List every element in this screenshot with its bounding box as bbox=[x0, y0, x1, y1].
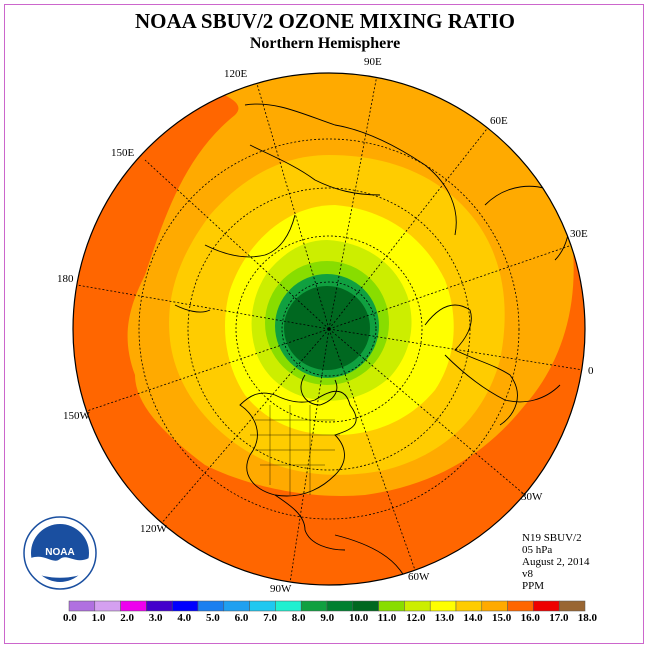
colorbar-swatch bbox=[352, 600, 379, 612]
colorbar-tick-label: 17.0 bbox=[549, 612, 569, 624]
colorbar-swatch bbox=[275, 600, 302, 612]
lon-label-90w: 90W bbox=[270, 583, 292, 595]
colorbar-swatch bbox=[378, 600, 405, 612]
latitude-circles bbox=[138, 138, 520, 520]
lon-label-90e: 90E bbox=[364, 56, 382, 68]
colorbar-swatch bbox=[481, 600, 508, 612]
info-satellite: N19 SBUV/2 bbox=[522, 532, 582, 544]
noaa-logo-text: NOAA bbox=[45, 547, 74, 558]
ozone-map-figure: NOAA SBUV/2 OZONE MIXING RATIO Northern … bbox=[4, 4, 644, 644]
colorbar-tick-label: 1.0 bbox=[91, 612, 106, 624]
map-boundary bbox=[72, 72, 586, 586]
colorbar-swatch bbox=[429, 600, 457, 612]
colorbar bbox=[68, 600, 586, 612]
polar-map: NOAA bbox=[23, 72, 586, 612]
lon-label-0: 0 bbox=[588, 365, 594, 377]
colorbar-tick-label: 0.0 bbox=[63, 612, 77, 624]
colorbar-tick-label: 9.0 bbox=[320, 612, 335, 624]
lon-label-180: 180 bbox=[57, 273, 74, 285]
colorbar-swatch bbox=[249, 600, 276, 612]
lon-label-30e: 30E bbox=[570, 228, 588, 240]
lon-label-60w: 60W bbox=[408, 571, 430, 583]
colorbar-swatch bbox=[404, 600, 431, 612]
colorbar-swatch bbox=[326, 600, 354, 612]
colorbar-tick-label: 7.0 bbox=[263, 612, 277, 624]
lon-label-150w: 150W bbox=[63, 410, 90, 422]
colorbar-swatch bbox=[94, 600, 121, 612]
figure-subtitle: Northern Hemisphere bbox=[249, 35, 401, 52]
noaa-logo: NOAA bbox=[23, 516, 97, 590]
colorbar-tick-label: 4.0 bbox=[177, 612, 192, 624]
colorbar-tick-label: 15.0 bbox=[492, 612, 512, 624]
colorbar-tick-label: 16.0 bbox=[520, 612, 540, 624]
colorbar-tick-label: 2.0 bbox=[120, 612, 134, 624]
colorbar-swatch bbox=[300, 600, 328, 612]
colorbar-swatch bbox=[558, 600, 586, 612]
lon-label-60e: 60E bbox=[490, 115, 508, 127]
info-units: PPM bbox=[522, 580, 545, 592]
colorbar-tick-label: 11.0 bbox=[377, 612, 397, 624]
colorbar-tick-label: 5.0 bbox=[206, 612, 220, 624]
colorbar-tick-label: 12.0 bbox=[406, 612, 426, 624]
colorbar-swatch bbox=[197, 600, 225, 612]
lon-label-150e: 150E bbox=[111, 147, 135, 159]
colorbar-swatch bbox=[533, 600, 560, 612]
colorbar-swatch bbox=[146, 600, 173, 612]
lon-label-30w: 30W bbox=[521, 491, 543, 503]
ozone-core-9 bbox=[284, 286, 370, 370]
colorbar-tick-label: 3.0 bbox=[148, 612, 163, 624]
colorbar-swatch bbox=[171, 600, 199, 612]
lon-label-120w: 120W bbox=[140, 523, 167, 535]
colorbar-swatch bbox=[455, 600, 483, 612]
colorbar-tick-label: 10.0 bbox=[349, 612, 369, 624]
info-pressure: 05 hPa bbox=[522, 544, 553, 556]
colorbar-swatch bbox=[223, 600, 250, 612]
meridians bbox=[74, 74, 584, 584]
colorbar-tick-label: 13.0 bbox=[434, 612, 455, 624]
lon-label-120e: 120E bbox=[224, 68, 248, 80]
colorbar-tick-label: 6.0 bbox=[234, 612, 249, 624]
figure-title: NOAA SBUV/2 OZONE MIXING RATIO bbox=[135, 9, 515, 33]
colorbar-swatch bbox=[68, 600, 96, 612]
colorbar-swatch bbox=[120, 600, 147, 612]
colorbar-swatch bbox=[507, 600, 534, 612]
colorbar-tick-label: 8.0 bbox=[291, 612, 306, 624]
colorbar-tick-label: 18.0 bbox=[577, 612, 598, 624]
info-date: August 2, 2014 bbox=[522, 556, 590, 568]
colorbar-tick-label: 14.0 bbox=[463, 612, 483, 624]
info-version: v8 bbox=[522, 568, 533, 580]
